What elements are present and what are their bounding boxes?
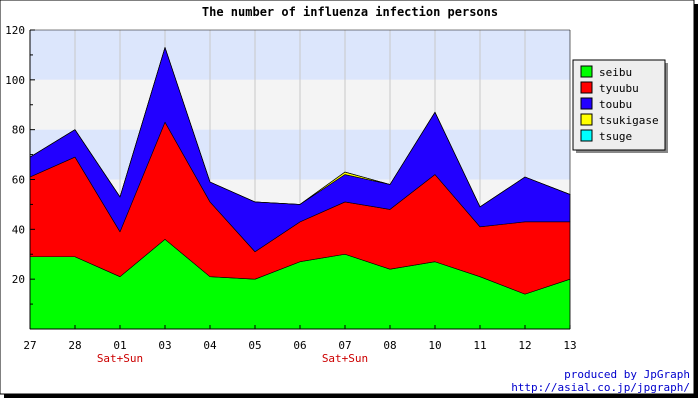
credit-line-2: http://asial.co.jp/jpgraph/ [511, 381, 690, 394]
credit-line-1: produced by JpGraph [564, 368, 690, 381]
x-tick-label: 11 [473, 339, 486, 352]
x-tick-label: 28 [68, 339, 81, 352]
legend-label-tsukigase: tsukigase [599, 114, 659, 127]
legend-swatch-toubu [580, 97, 593, 110]
legend-label-seibu: seibu [599, 66, 632, 79]
x-tick-label: 08 [383, 339, 396, 352]
y-tick-label: 60 [12, 174, 25, 187]
y-tick-label: 80 [12, 124, 25, 137]
x-annotation-label: Sat+Sun [322, 352, 368, 365]
x-tick-label: 12 [518, 339, 531, 352]
y-tick-label: 20 [12, 273, 25, 286]
x-tick-label: 06 [293, 339, 306, 352]
plot-ticks: 20 40 60 80 100 120 27 28 01 03 04 05 06 07 08 10 11 12 13 [5, 24, 577, 352]
legend-swatch-tyuubu [580, 81, 593, 94]
y-tick-label: 120 [5, 24, 25, 37]
legend-swatch-tsuge [580, 129, 593, 142]
plot-annotations: Sat+Sun Sat+Sun [97, 352, 368, 365]
x-tick-label: 10 [428, 339, 441, 352]
x-annotation-label: Sat+Sun [97, 352, 143, 365]
x-tick-label: 01 [113, 339, 126, 352]
legend-label-tsuge: tsuge [599, 130, 632, 143]
x-tick-label: 05 [248, 339, 261, 352]
x-tick-label: 04 [203, 339, 217, 352]
chart-title: The number of influenza infection person… [202, 5, 498, 19]
legend-swatch-seibu [580, 65, 593, 78]
x-tick-label: 27 [23, 339, 36, 352]
y-tick-label: 40 [12, 223, 25, 236]
legend-label-tyuubu: tyuubu [599, 82, 639, 95]
x-tick-label: 03 [158, 339, 171, 352]
legend: seibu tyuubu toubu tsukigase tsuge [572, 59, 668, 153]
y-tick-label: 100 [5, 74, 25, 87]
x-tick-label: 13 [563, 339, 576, 352]
legend-label-toubu: toubu [599, 98, 632, 111]
x-tick-label: 07 [338, 339, 351, 352]
legend-swatch-tsukigase [580, 113, 593, 126]
